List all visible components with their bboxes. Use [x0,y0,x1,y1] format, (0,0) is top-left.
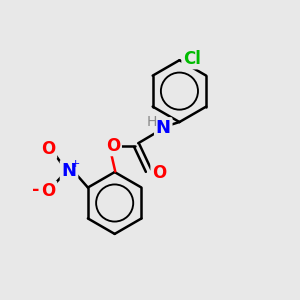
Text: N: N [61,162,76,180]
Text: H: H [147,115,157,129]
Text: +: + [71,159,80,169]
Text: O: O [152,164,166,182]
Text: -: - [32,181,40,199]
Text: O: O [41,140,56,158]
Text: O: O [106,136,120,154]
Text: Cl: Cl [183,50,201,68]
Text: N: N [156,119,171,137]
Text: O: O [41,182,56,200]
